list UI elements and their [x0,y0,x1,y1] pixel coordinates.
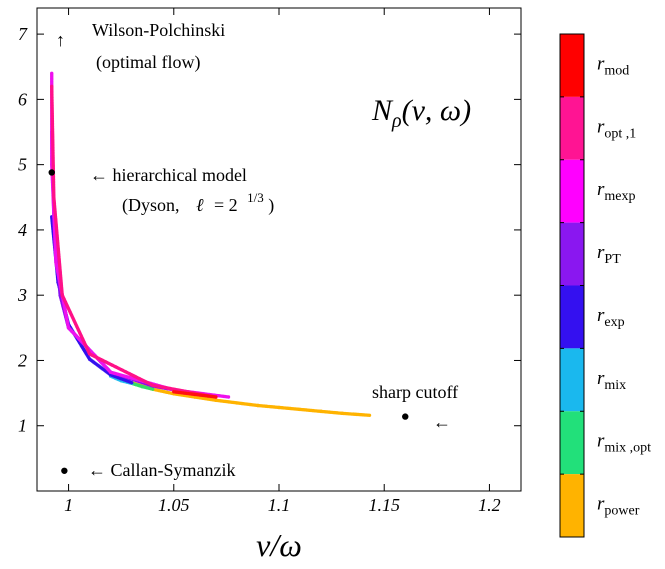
colorbar-swatch [560,348,584,412]
data-point [226,395,231,399]
data-point [130,380,134,385]
colorbar-swatch [560,411,584,475]
hier-close: ) [268,195,274,216]
title-sub: ρ [391,110,402,132]
wp-label-line2: (optimal flow) [96,52,200,73]
hier-exp: 1/3 [247,190,264,205]
data-point [367,413,372,417]
reference-point [402,413,409,420]
y-tick-label: 1 [18,416,27,436]
hier-dyson: (Dyson, [122,195,180,216]
x-axis-label: ν/ω [256,527,302,563]
colorbar-label: rmix [597,368,626,393]
colorbar-label: rmexp [597,179,636,204]
colorbar-frame [559,33,585,538]
reference-point [61,467,68,474]
colorbar-label: rmix ,opt [597,431,651,456]
colorbar-label: rpower [597,494,640,519]
y-tick-label: 7 [18,24,28,44]
title-base: N [371,94,394,127]
data-point [151,387,155,391]
colorbar-swatch [560,474,584,537]
x-tick-label: 1 [64,495,73,515]
hier-eq: = 2 [214,195,238,215]
sharp-cutoff-arrow: ← [433,412,451,432]
y-tick-label: 3 [17,285,27,305]
colorbar-swatch [560,34,584,97]
reference-point [48,169,55,176]
colorbar-swatch [560,285,584,349]
colorbar-swatch [560,96,584,160]
hier-label-line1: ← hierarchical model [90,165,247,185]
colorbar-swatch [560,159,584,223]
series-r-mod [172,390,218,399]
x-tick-label: 1.15 [368,495,400,515]
axis-ticks: 1 1.05 1.1 1.15 1.2 1 2 3 4 5 6 7 [17,8,521,515]
hier-label-line2: (Dyson, ℓ = 2 1/3 ) [122,186,274,216]
plot-frame [36,7,522,492]
colorbar-label: rmod [597,53,629,78]
x-tick-label: 1.2 [478,495,501,515]
chart-title: Nρ(ν, ω) [371,94,471,132]
sharp-cutoff-label: sharp cutoff [372,382,458,402]
wp-label-line1: Wilson-Polchinski [92,20,225,40]
series-r-power [130,380,372,417]
callan-symanzik-label: ← Callan-Symanzik [88,460,235,480]
reference-markers [48,169,409,474]
colorbar-legend: rmod ropt ,1 rmexp rPT rexp rmix rmix ,opt rpow… [559,33,651,538]
colorbar-label: rexp [597,305,625,330]
x-tick-label: 1.05 [158,495,190,515]
hier-ell: ℓ [196,195,204,215]
x-tick-label: 1.1 [268,495,291,515]
data-point [214,395,218,399]
colorbar-label: rPT [597,242,621,267]
wp-arrow: ↑ [56,30,65,50]
y-tick-label: 6 [18,89,27,109]
data-points [50,71,372,417]
y-tick-label: 4 [18,220,27,240]
colorbar-label: ropt ,1 [597,116,636,141]
series-r-opt-1 [50,84,218,399]
y-tick-label: 2 [18,350,27,370]
y-tick-label: 5 [18,155,27,175]
colorbar-swatch [560,222,584,286]
title-args: (ν, ω) [402,94,471,127]
